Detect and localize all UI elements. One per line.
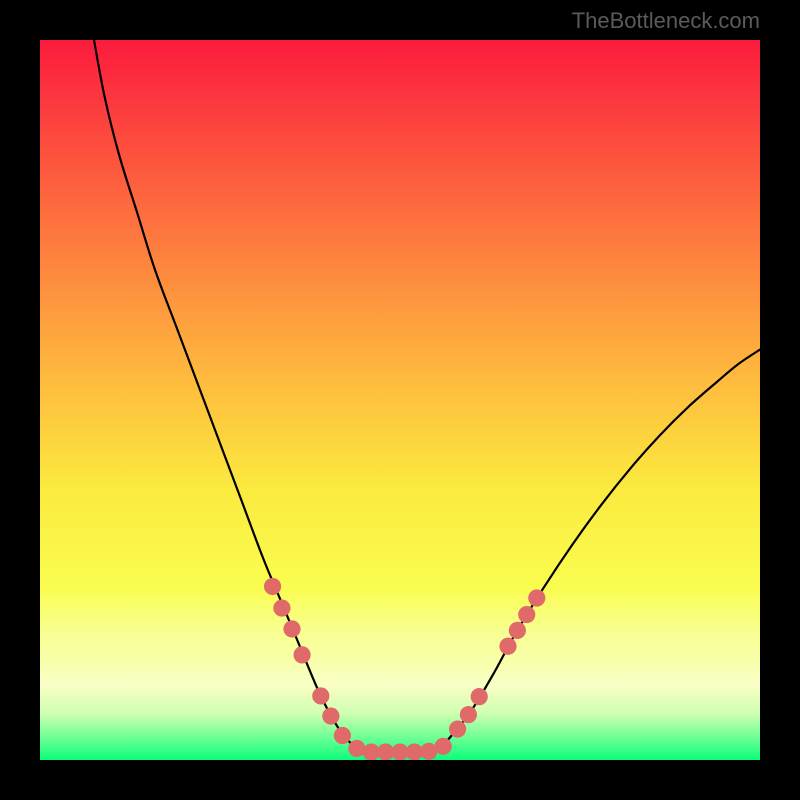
marker-point: [322, 707, 339, 724]
plot-background: [40, 40, 760, 760]
marker-point: [293, 646, 310, 663]
marker-point: [334, 727, 351, 744]
marker-point: [312, 687, 329, 704]
watermark-text: TheBottleneck.com: [572, 8, 760, 34]
marker-point: [509, 622, 526, 639]
marker-point: [283, 620, 300, 637]
marker-point: [449, 720, 466, 737]
marker-point: [460, 706, 477, 723]
marker-point: [471, 688, 488, 705]
marker-point: [435, 738, 452, 755]
marker-point: [273, 599, 290, 616]
marker-point: [264, 578, 281, 595]
marker-point: [348, 740, 365, 757]
plot-area: [40, 40, 760, 760]
marker-point: [528, 589, 545, 606]
marker-point: [518, 606, 535, 623]
figure-canvas: TheBottleneck.com: [0, 0, 800, 800]
marker-point: [499, 638, 516, 655]
